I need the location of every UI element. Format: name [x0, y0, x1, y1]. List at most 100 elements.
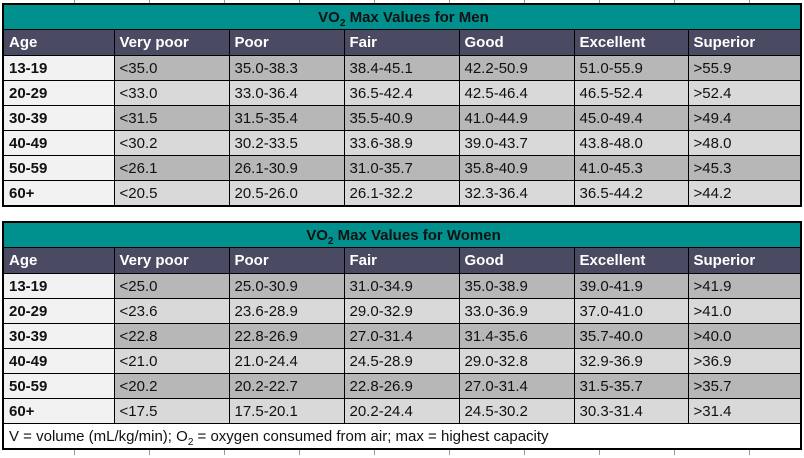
value-cell[interactable]: 36.5-42.4 — [343, 80, 460, 106]
value-cell[interactable]: 32.9-36.9 — [573, 348, 689, 374]
value-cell[interactable]: >44.2 — [687, 180, 802, 207]
value-cell[interactable]: >36.9 — [687, 348, 802, 374]
column-header-good[interactable]: Good — [458, 29, 575, 56]
value-cell[interactable]: 51.0-55.9 — [573, 55, 689, 81]
value-cell[interactable]: >41.9 — [687, 273, 802, 299]
column-header-superior[interactable]: Superior — [687, 29, 802, 56]
value-cell[interactable]: 31.5-35.7 — [573, 373, 689, 399]
value-cell[interactable]: 22.8-26.9 — [343, 373, 460, 399]
value-cell[interactable]: 32.3-36.4 — [458, 180, 575, 207]
value-cell[interactable]: 35.8-40.9 — [458, 155, 575, 181]
column-header-good[interactable]: Good — [458, 247, 575, 274]
value-cell[interactable]: >40.0 — [687, 323, 802, 349]
age-cell[interactable]: 13-19 — [2, 273, 115, 299]
column-header-excellent[interactable]: Excellent — [573, 247, 689, 274]
value-cell[interactable]: 26.1-30.9 — [228, 155, 345, 181]
value-cell[interactable]: 31.0-35.7 — [343, 155, 460, 181]
age-cell[interactable]: 40-49 — [2, 348, 115, 374]
column-header-poor[interactable]: Poor — [228, 29, 345, 56]
value-cell[interactable]: <20.5 — [113, 180, 230, 207]
value-cell[interactable]: 33.0-36.4 — [228, 80, 345, 106]
value-cell[interactable]: 24.5-30.2 — [458, 398, 575, 424]
value-cell[interactable]: 38.4-45.1 — [343, 55, 460, 81]
value-cell[interactable]: 41.0-45.3 — [573, 155, 689, 181]
value-cell[interactable]: <31.5 — [113, 105, 230, 131]
value-cell[interactable]: >48.0 — [687, 130, 802, 156]
value-cell[interactable]: 31.0-34.9 — [343, 273, 460, 299]
value-cell[interactable]: <20.2 — [113, 373, 230, 399]
value-cell[interactable]: >41.0 — [687, 298, 802, 324]
value-cell[interactable]: >55.9 — [687, 55, 802, 81]
value-cell[interactable]: 39.0-41.9 — [573, 273, 689, 299]
table-title-women[interactable]: VO2 Max Values for Women — [2, 221, 802, 248]
value-cell[interactable]: 42.5-46.4 — [458, 80, 575, 106]
value-cell[interactable]: 30.2-33.5 — [228, 130, 345, 156]
age-cell[interactable]: 40-49 — [2, 130, 115, 156]
value-cell[interactable]: 42.2-50.9 — [458, 55, 575, 81]
age-cell[interactable]: 20-29 — [2, 80, 115, 106]
column-header-very-poor[interactable]: Very poor — [113, 247, 230, 274]
value-cell[interactable]: 31.4-35.6 — [458, 323, 575, 349]
value-cell[interactable]: <22.8 — [113, 323, 230, 349]
value-cell[interactable]: 22.8-26.9 — [228, 323, 345, 349]
value-cell[interactable]: 20.2-24.4 — [343, 398, 460, 424]
column-header-excellent[interactable]: Excellent — [573, 29, 689, 56]
value-cell[interactable]: >45.3 — [687, 155, 802, 181]
value-cell[interactable]: 29.0-32.8 — [458, 348, 575, 374]
value-cell[interactable]: <25.0 — [113, 273, 230, 299]
column-header-age[interactable]: Age — [2, 247, 115, 274]
value-cell[interactable]: >31.4 — [687, 398, 802, 424]
value-cell[interactable]: <17.5 — [113, 398, 230, 424]
value-cell[interactable]: 25.0-30.9 — [228, 273, 345, 299]
value-cell[interactable]: 39.0-43.7 — [458, 130, 575, 156]
value-cell[interactable]: 35.0-38.3 — [228, 55, 345, 81]
value-cell[interactable]: 33.0-36.9 — [458, 298, 575, 324]
value-cell[interactable]: <21.0 — [113, 348, 230, 374]
value-cell[interactable]: 27.0-31.4 — [343, 323, 460, 349]
age-cell[interactable]: 50-59 — [2, 373, 115, 399]
value-cell[interactable]: 21.0-24.4 — [228, 348, 345, 374]
value-cell[interactable]: 46.5-52.4 — [573, 80, 689, 106]
value-cell[interactable]: >35.7 — [687, 373, 802, 399]
value-cell[interactable]: <26.1 — [113, 155, 230, 181]
value-cell[interactable]: 23.6-28.9 — [228, 298, 345, 324]
value-cell[interactable]: 41.0-44.9 — [458, 105, 575, 131]
value-cell[interactable]: 24.5-28.9 — [343, 348, 460, 374]
column-header-superior[interactable]: Superior — [687, 247, 802, 274]
column-header-poor[interactable]: Poor — [228, 247, 345, 274]
table-title-men[interactable]: VO2 Max Values for Men — [2, 3, 802, 30]
age-cell[interactable]: 60+ — [2, 398, 115, 424]
footnote-cell[interactable]: V = volume (mL/kg/min); O2 = oxygen cons… — [2, 423, 802, 450]
column-header-fair[interactable]: Fair — [343, 29, 460, 56]
value-cell[interactable]: 17.5-20.1 — [228, 398, 345, 424]
value-cell[interactable]: 30.3-31.4 — [573, 398, 689, 424]
value-cell[interactable]: 26.1-32.2 — [343, 180, 460, 207]
age-cell[interactable]: 50-59 — [2, 155, 115, 181]
value-cell[interactable]: 20.2-22.7 — [228, 373, 345, 399]
age-cell[interactable]: 60+ — [2, 180, 115, 207]
value-cell[interactable]: <35.0 — [113, 55, 230, 81]
value-cell[interactable]: 20.5-26.0 — [228, 180, 345, 207]
value-cell[interactable]: 33.6-38.9 — [343, 130, 460, 156]
value-cell[interactable]: 27.0-31.4 — [458, 373, 575, 399]
column-header-fair[interactable]: Fair — [343, 247, 460, 274]
age-cell[interactable]: 20-29 — [2, 298, 115, 324]
value-cell[interactable]: 29.0-32.9 — [343, 298, 460, 324]
value-cell[interactable]: 45.0-49.4 — [573, 105, 689, 131]
value-cell[interactable]: 43.8-48.0 — [573, 130, 689, 156]
value-cell[interactable]: 35.5-40.9 — [343, 105, 460, 131]
column-header-very-poor[interactable]: Very poor — [113, 29, 230, 56]
age-cell[interactable]: 30-39 — [2, 105, 115, 131]
value-cell[interactable]: 37.0-41.0 — [573, 298, 689, 324]
value-cell[interactable]: >52.4 — [687, 80, 802, 106]
value-cell[interactable]: 31.5-35.4 — [228, 105, 345, 131]
value-cell[interactable]: <33.0 — [113, 80, 230, 106]
value-cell[interactable]: <30.2 — [113, 130, 230, 156]
value-cell[interactable]: 35.7-40.0 — [573, 323, 689, 349]
column-header-age[interactable]: Age — [2, 29, 115, 56]
age-cell[interactable]: 30-39 — [2, 323, 115, 349]
value-cell[interactable]: 35.0-38.9 — [458, 273, 575, 299]
value-cell[interactable]: 36.5-44.2 — [573, 180, 689, 207]
value-cell[interactable]: <23.6 — [113, 298, 230, 324]
value-cell[interactable]: >49.4 — [687, 105, 802, 131]
